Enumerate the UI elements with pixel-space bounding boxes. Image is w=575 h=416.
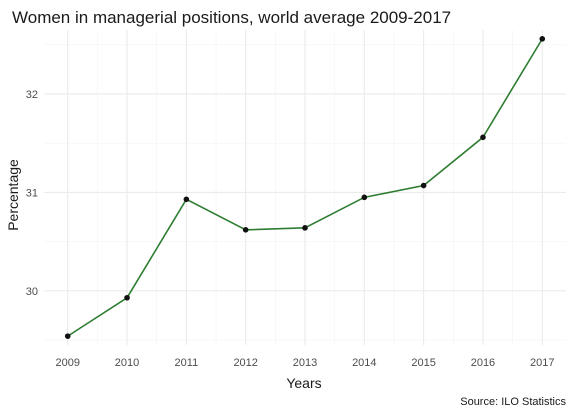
y-tick-label: 32	[26, 89, 38, 101]
x-tick-label: 2015	[411, 357, 435, 369]
data-point	[361, 194, 368, 201]
data-point	[242, 227, 249, 233]
data-point	[539, 36, 546, 42]
x-tick-label: 2013	[293, 357, 317, 369]
series-group	[64, 36, 546, 339]
y-tick-labels: 30 31 32	[26, 89, 38, 298]
x-tick-labels: 2009 2010 2011 2012 2013 2014 2015 2016 2017	[55, 357, 554, 369]
x-tick-label: 2009	[55, 357, 79, 369]
data-point	[124, 294, 130, 301]
x-tick-label: 2011	[175, 357, 199, 369]
x-tick-label: 2014	[352, 357, 376, 369]
x-axis-title: Years	[286, 375, 321, 391]
grid	[44, 30, 566, 345]
data-point	[302, 225, 308, 231]
chart-title: Women in managerial positions, world ave…	[12, 8, 451, 27]
x-tick-label: 2016	[471, 357, 495, 369]
data-point	[64, 333, 71, 339]
x-tick-label: 2012	[233, 357, 257, 369]
data-point	[420, 182, 427, 189]
data-point	[183, 196, 190, 203]
y-tick-label: 31	[26, 187, 38, 199]
y-axis-title: Percentage	[5, 159, 21, 231]
x-tick-label: 2010	[115, 357, 139, 369]
y-tick-label: 30	[26, 286, 38, 298]
x-tick-label: 2017	[530, 357, 554, 369]
data-point	[480, 134, 486, 141]
source-caption: Source: ILO Statistics	[460, 396, 566, 408]
